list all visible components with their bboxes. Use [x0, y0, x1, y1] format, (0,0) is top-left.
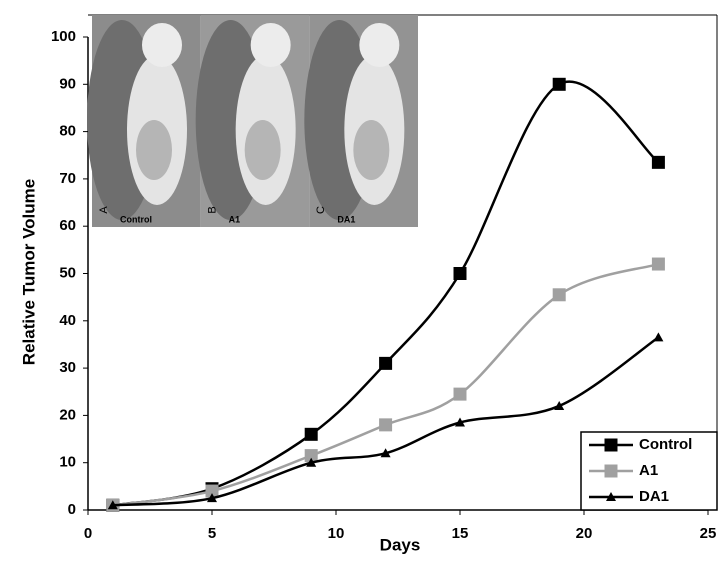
marker: [604, 464, 618, 478]
y-tick-label: 30: [59, 359, 76, 376]
mouse-head: [250, 23, 291, 67]
marker: [604, 438, 618, 452]
marker: [651, 155, 665, 169]
y-tick-label: 90: [59, 75, 76, 92]
marker: [653, 332, 664, 342]
panel-label: DA1: [337, 214, 355, 224]
x-tick-label: 5: [208, 525, 216, 542]
panel-letter: A: [98, 206, 110, 214]
x-axis-label: Days: [380, 535, 421, 554]
legend-label: A1: [639, 462, 658, 479]
legend-label: Control: [639, 436, 692, 453]
tumor: [136, 120, 172, 180]
panel-letter: B: [207, 206, 219, 213]
marker: [304, 449, 318, 463]
marker: [379, 418, 393, 432]
marker: [554, 400, 565, 410]
marker: [651, 257, 665, 271]
y-axis-label: Relative Tumor Volume: [19, 179, 38, 365]
marker: [205, 484, 219, 498]
marker: [552, 77, 566, 91]
mouse-head: [142, 23, 182, 67]
marker: [455, 417, 465, 427]
tumor: [244, 120, 281, 180]
marker: [552, 288, 566, 302]
y-tick-label: 40: [59, 312, 76, 329]
marker: [453, 267, 467, 280]
x-tick-label: 15: [452, 525, 469, 542]
x-tick-label: 10: [328, 525, 345, 542]
y-tick-label: 0: [68, 501, 76, 518]
marker: [107, 500, 118, 510]
y-tick-label: 70: [59, 170, 76, 187]
y-tick-label: 50: [59, 264, 76, 281]
legend-label: DA1: [639, 488, 669, 505]
y-tick-label: 20: [59, 406, 76, 423]
y-tick-label: 10: [59, 454, 76, 471]
inset-photo: A Control B A1 C DA1: [87, 15, 418, 227]
marker: [606, 492, 616, 501]
mouse-head: [359, 23, 400, 67]
panel-label: Control: [120, 214, 152, 224]
x-tick-label: 25: [700, 525, 717, 542]
marker: [379, 356, 393, 370]
panel-label: A1: [229, 214, 241, 224]
y-tick-label: 80: [59, 123, 76, 140]
marker: [306, 457, 317, 467]
y-tick-label: 60: [59, 217, 76, 234]
marker: [207, 493, 217, 503]
x-tick-label: 20: [576, 525, 593, 542]
x-tick-label: 0: [84, 525, 92, 542]
marker: [453, 387, 467, 401]
tumor: [353, 120, 390, 180]
y-tick-label: 100: [51, 28, 76, 45]
panel-letter: C: [315, 206, 327, 214]
marker: [380, 448, 391, 458]
marker: [304, 427, 318, 441]
